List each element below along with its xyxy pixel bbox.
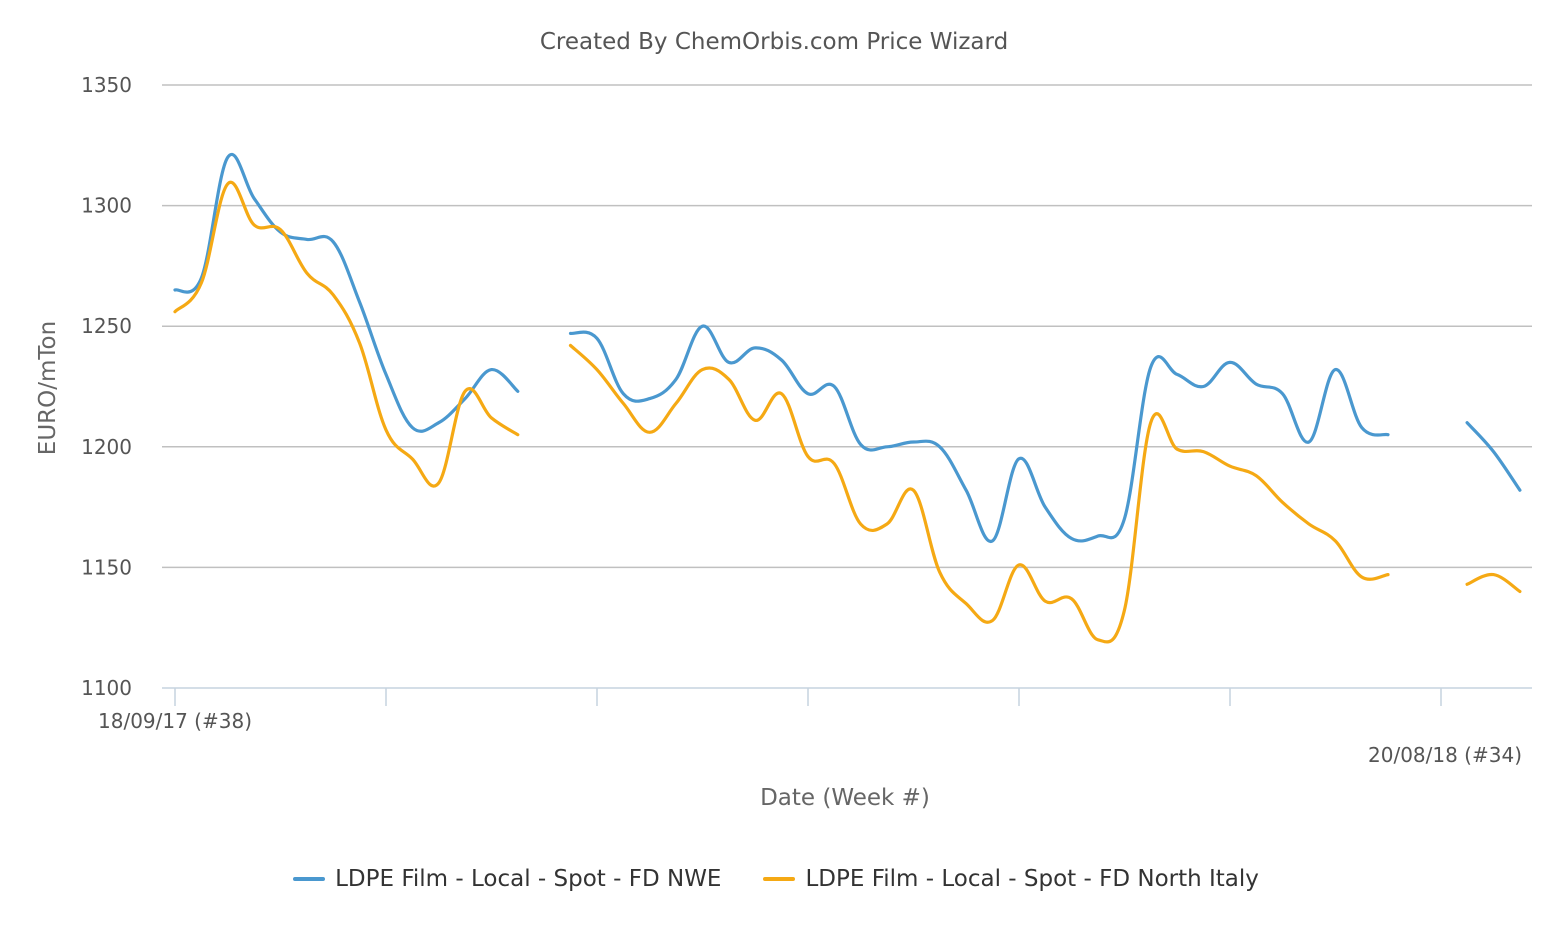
- y-tick-label: 1200: [81, 435, 132, 459]
- series-line-0-segment-2[interactable]: [1465, 421, 1522, 492]
- series-line-1-segment-2[interactable]: [1465, 572, 1522, 594]
- gridlines: [162, 84, 1532, 569]
- x-axis-title: Date (Week #): [760, 785, 930, 811]
- y-tick-label: 1350: [81, 73, 132, 97]
- series-line-0-segment-1[interactable]: [568, 324, 1390, 543]
- series-lines: [173, 152, 1522, 644]
- y-tick-label: 1300: [81, 194, 132, 218]
- y-tick-label: 1250: [81, 314, 132, 338]
- legend-swatch-nwe: [293, 877, 326, 881]
- y-tick-label: 1100: [81, 676, 132, 700]
- y-tick-label: 1150: [81, 555, 132, 579]
- legend-label-north-italy: LDPE Film - Local - Spot - FD North Ital…: [805, 866, 1259, 892]
- legend-swatch-north-italy: [763, 877, 796, 881]
- series-line-1-segment-0[interactable]: [173, 180, 520, 488]
- chart-title: Created By ChemOrbis.com Price Wizard: [540, 29, 1008, 55]
- x-axis-end-label: 20/08/18 (#34): [1368, 743, 1522, 767]
- legend-item-north-italy[interactable]: LDPE Film - Local - Spot - FD North Ital…: [763, 866, 1259, 892]
- y-axis-title: EURO/mTon: [35, 321, 61, 455]
- legend-label-nwe: LDPE Film - Local - Spot - FD NWE: [335, 866, 722, 892]
- legend-item-nwe[interactable]: LDPE Film - Local - Spot - FD NWE: [293, 866, 721, 892]
- x-axis-start-label: 18/09/17 (#38): [98, 709, 252, 733]
- series-line-1-segment-1[interactable]: [568, 343, 1390, 644]
- legend: LDPE Film - Local - Spot - FD NWE LDPE F…: [0, 866, 1552, 892]
- axes: 1100 1150 1200 1250 1300 1350: [81, 73, 1532, 706]
